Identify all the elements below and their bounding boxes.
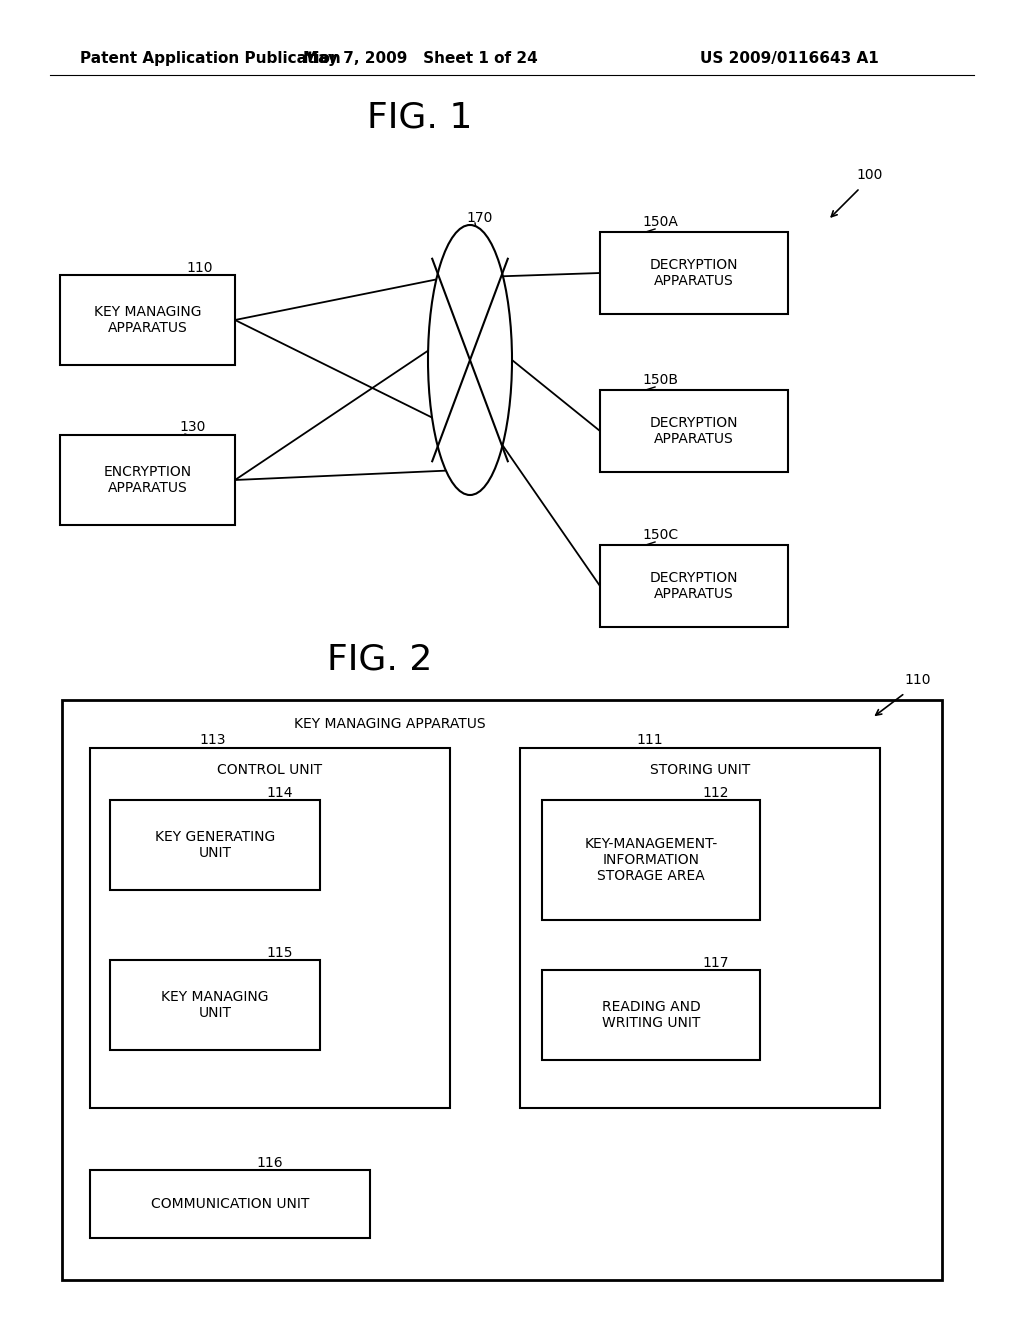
Text: FIG. 1: FIG. 1: [368, 102, 473, 135]
Text: CONTROL UNIT: CONTROL UNIT: [217, 763, 323, 777]
Bar: [520, 748, 880, 1107]
Text: 110: 110: [186, 261, 213, 275]
Text: 170: 170: [467, 211, 494, 224]
Text: 150A: 150A: [642, 215, 678, 228]
Bar: [90, 1170, 370, 1238]
Text: 112: 112: [702, 785, 729, 800]
Text: 150B: 150B: [642, 374, 678, 387]
Bar: [90, 748, 450, 1107]
Bar: [542, 970, 760, 1060]
Bar: [62, 700, 942, 1280]
Text: 100: 100: [857, 168, 883, 182]
Text: COMMUNICATION UNIT: COMMUNICATION UNIT: [151, 1197, 309, 1210]
Text: KEY MANAGING APPARATUS: KEY MANAGING APPARATUS: [294, 717, 485, 731]
Text: DECRYPTION
APPARATUS: DECRYPTION APPARATUS: [650, 257, 738, 288]
Text: 117: 117: [702, 956, 729, 970]
Text: 110: 110: [905, 673, 931, 686]
Text: 115: 115: [266, 946, 293, 960]
Bar: [600, 232, 788, 314]
Bar: [110, 800, 319, 890]
Bar: [600, 545, 788, 627]
Text: US 2009/0116643 A1: US 2009/0116643 A1: [700, 50, 879, 66]
Text: 114: 114: [266, 785, 293, 800]
Text: STORING UNIT: STORING UNIT: [650, 763, 751, 777]
Text: 116: 116: [257, 1156, 284, 1170]
Text: ENCRYPTION
APPARATUS: ENCRYPTION APPARATUS: [103, 465, 191, 495]
Ellipse shape: [428, 224, 512, 495]
Bar: [60, 436, 234, 525]
Bar: [542, 800, 760, 920]
Text: KEY GENERATING
UNIT: KEY GENERATING UNIT: [155, 830, 275, 861]
Bar: [60, 275, 234, 366]
Text: 113: 113: [200, 733, 226, 747]
Text: DECRYPTION
APPARATUS: DECRYPTION APPARATUS: [650, 570, 738, 601]
Text: FIG. 2: FIG. 2: [328, 643, 433, 677]
Text: 150C: 150C: [642, 528, 678, 543]
Bar: [600, 389, 788, 473]
Text: Patent Application Publication: Patent Application Publication: [80, 50, 341, 66]
Text: 111: 111: [637, 733, 664, 747]
Text: 130: 130: [180, 420, 206, 434]
Text: KEY-MANAGEMENT-
INFORMATION
STORAGE AREA: KEY-MANAGEMENT- INFORMATION STORAGE AREA: [585, 837, 718, 883]
Text: DECRYPTION
APPARATUS: DECRYPTION APPARATUS: [650, 416, 738, 446]
Text: KEY MANAGING
APPARATUS: KEY MANAGING APPARATUS: [94, 305, 202, 335]
Text: KEY MANAGING
UNIT: KEY MANAGING UNIT: [161, 990, 268, 1020]
Bar: [110, 960, 319, 1049]
Text: May 7, 2009   Sheet 1 of 24: May 7, 2009 Sheet 1 of 24: [303, 50, 538, 66]
Text: READING AND
WRITING UNIT: READING AND WRITING UNIT: [602, 1001, 700, 1030]
